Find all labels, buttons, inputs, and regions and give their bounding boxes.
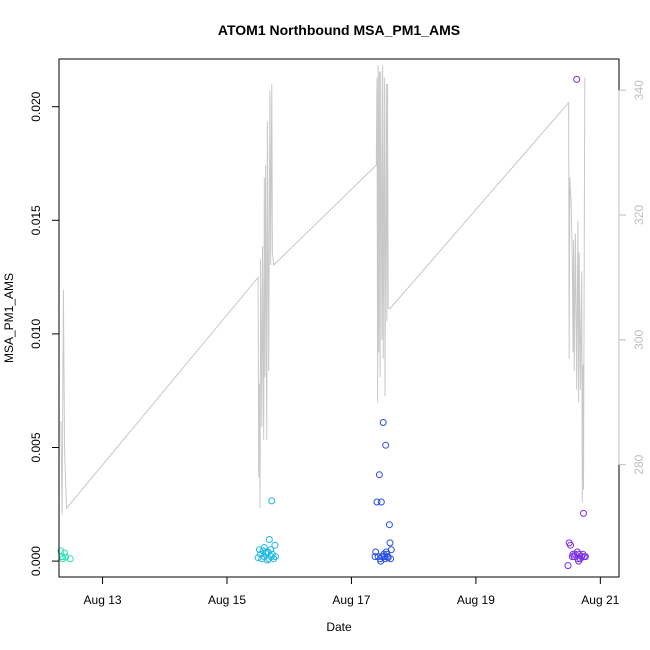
secondary-line xyxy=(60,65,586,515)
y-tick-label: 0.020 xyxy=(29,91,43,121)
data-point xyxy=(386,539,394,547)
data-point xyxy=(271,541,279,549)
secondary-line-layer xyxy=(60,65,586,515)
data-point xyxy=(387,546,395,554)
x-tick-label: Aug 13 xyxy=(84,593,122,607)
series-group xyxy=(254,497,279,564)
data-point xyxy=(260,544,268,551)
y-tick-label: 0.005 xyxy=(29,432,43,462)
data-point xyxy=(270,555,278,563)
data-point xyxy=(377,557,385,565)
x-tick-label: Aug 19 xyxy=(457,593,495,607)
y-tick-label: 0.010 xyxy=(29,319,43,349)
data-point xyxy=(382,441,390,449)
x-tick-label: Aug 21 xyxy=(581,593,619,607)
x-axis: Aug 13 Aug 15 Aug 17 Aug 19 Aug 21 xyxy=(84,576,620,607)
series-group xyxy=(371,419,395,565)
points-layer xyxy=(57,75,589,570)
chart-title: ATOM1 Northbound MSA_PM1_AMS xyxy=(218,22,460,38)
data-point xyxy=(268,497,276,505)
right-y-axis: 280 300 320 340 xyxy=(618,80,646,475)
data-point xyxy=(564,562,572,570)
y-tick-label: 0.000 xyxy=(29,546,43,576)
x-tick-label: Aug 15 xyxy=(208,593,246,607)
data-point xyxy=(569,550,577,558)
data-point xyxy=(567,541,574,549)
data-point xyxy=(265,536,273,543)
right-tick-label: 320 xyxy=(632,205,646,225)
data-point xyxy=(375,471,383,479)
data-point xyxy=(573,75,581,83)
y-axis: 0.000 0.005 0.010 0.015 0.020 xyxy=(29,91,60,576)
data-point xyxy=(379,419,387,426)
data-point xyxy=(383,550,391,558)
right-tick-label: 280 xyxy=(632,454,646,474)
data-point xyxy=(580,509,587,517)
right-tick-label: 340 xyxy=(632,80,646,100)
data-point xyxy=(373,498,381,506)
y-axis-label: MSA_PM1_AMS xyxy=(2,273,16,363)
data-point xyxy=(62,553,70,561)
y-tick-label: 0.015 xyxy=(29,205,43,235)
data-point xyxy=(581,553,589,561)
right-tick-label: 300 xyxy=(632,329,646,349)
series-group xyxy=(564,75,589,570)
data-point xyxy=(264,548,272,556)
data-point xyxy=(66,555,74,563)
data-point xyxy=(385,521,393,529)
data-point xyxy=(61,549,69,557)
data-point xyxy=(377,498,385,506)
data-point xyxy=(387,555,395,563)
data-point xyxy=(272,553,279,561)
series-group xyxy=(57,547,74,563)
x-tick-label: Aug 17 xyxy=(332,593,370,607)
x-axis-label: Date xyxy=(326,620,352,634)
data-point xyxy=(574,555,582,563)
